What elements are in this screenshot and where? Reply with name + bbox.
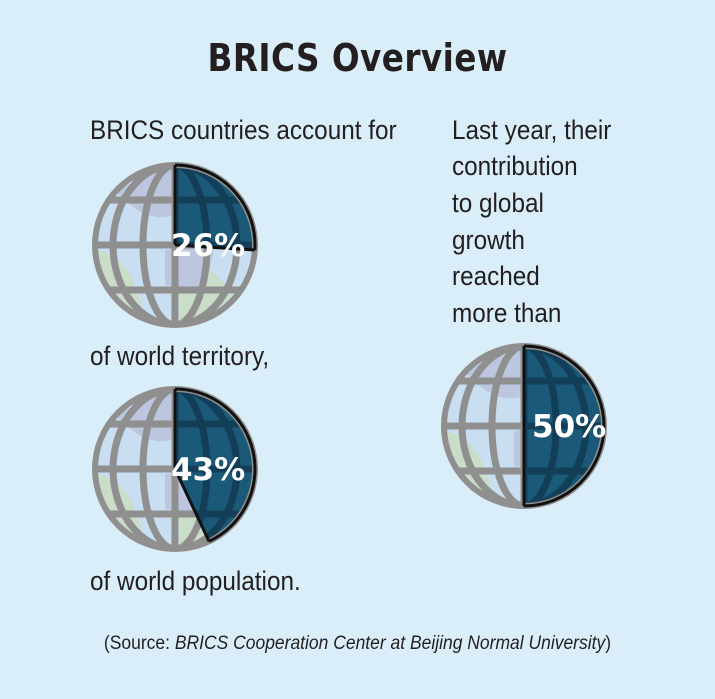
territory-globe-chart: 26% xyxy=(90,160,260,330)
percentage-label: 50% xyxy=(532,409,606,445)
page-title: BRICS Overview xyxy=(207,36,508,80)
globe-svg: 26% xyxy=(92,162,258,328)
slice-edge-end xyxy=(174,243,255,252)
brics-slice xyxy=(175,389,255,542)
source-name: BRICS Cooperation Center at Beijing Norm… xyxy=(174,633,606,654)
growth-text-line-5: reached xyxy=(452,261,540,291)
growth-text-line-2: contribution xyxy=(452,151,578,181)
globe-svg: 43% xyxy=(92,386,258,552)
brics-slice xyxy=(524,346,604,506)
source-prefix: (Source: xyxy=(103,633,170,654)
population-text: of world population. xyxy=(90,566,301,596)
source-note: (Source: BRICS Cooperation Center at Bei… xyxy=(29,633,687,655)
percentage-label: 26% xyxy=(171,228,245,264)
slice-arc xyxy=(174,387,257,543)
growth-globe-chart: 50% xyxy=(439,341,609,511)
growth-text-line-1: Last year, their xyxy=(452,115,612,145)
territory-text: of world territory, xyxy=(90,341,270,371)
source-suffix: ) xyxy=(605,633,612,654)
globe-svg: 50% xyxy=(441,343,607,509)
growth-text-line-3: to global xyxy=(452,188,544,218)
slice-arc xyxy=(174,163,257,251)
growth-text-line-6: more than xyxy=(452,298,562,328)
growth-text-line-4: growth xyxy=(452,225,525,255)
intro-text: BRICS countries account for xyxy=(90,115,397,145)
population-globe-chart: 43% xyxy=(90,384,260,554)
brics-slice xyxy=(175,165,255,251)
percentage-label: 43% xyxy=(171,452,245,488)
slice-arc xyxy=(523,344,606,508)
slice-edge-end xyxy=(173,468,211,543)
